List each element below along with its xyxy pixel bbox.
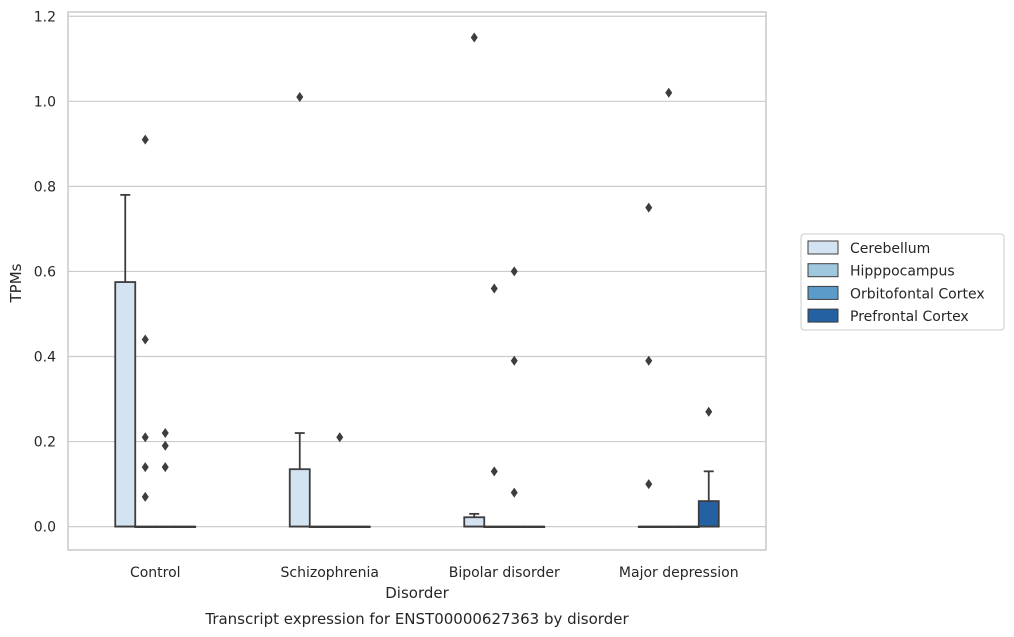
outlier-point bbox=[141, 462, 149, 473]
outlier-point bbox=[665, 87, 673, 98]
x-axis-ticks: Control Schizophrenia Bipolar disorder Majo… bbox=[130, 565, 739, 581]
legend-swatch bbox=[807, 285, 839, 300]
outlier-point bbox=[490, 466, 498, 477]
chart-title: Transcript expression for ENST0000062736… bbox=[204, 610, 629, 628]
legend-label: Hipppocampus bbox=[850, 264, 955, 280]
outlier-point bbox=[161, 440, 169, 451]
grid-lines bbox=[68, 15, 766, 528]
outlier-point bbox=[336, 432, 344, 443]
x-axis-label: Disorder bbox=[385, 584, 449, 602]
outlier-point bbox=[470, 32, 478, 43]
outlier-point bbox=[296, 92, 304, 103]
outlier-point bbox=[645, 355, 653, 366]
outlier-point bbox=[510, 487, 518, 498]
outlier-point bbox=[161, 428, 169, 439]
box bbox=[463, 516, 486, 528]
outlier-point bbox=[141, 491, 149, 502]
outlier-point bbox=[645, 479, 653, 490]
x-tick-label: Schizophrenia bbox=[281, 565, 379, 581]
plot-area bbox=[67, 11, 767, 551]
y-tick-label: 0.6 bbox=[34, 264, 56, 280]
box bbox=[697, 500, 720, 528]
legend-label: Orbitofontal Cortex bbox=[850, 286, 985, 302]
y-axis-ticks: 0.0 0.2 0.4 0.6 0.8 1.0 1.2 bbox=[34, 9, 56, 535]
y-tick-label: 0.0 bbox=[34, 520, 56, 536]
legend: Cerebellum Hipppocampus Orbitofontal Corte… bbox=[800, 233, 1005, 331]
y-tick-label: 0.2 bbox=[34, 435, 56, 451]
y-tick-label: 1.0 bbox=[34, 94, 56, 110]
outlier-point bbox=[705, 406, 713, 417]
outlier-point bbox=[161, 462, 169, 473]
x-tick-label: Major depression bbox=[619, 565, 739, 581]
outlier-point bbox=[141, 432, 149, 443]
legend-swatch bbox=[807, 240, 839, 255]
legend-swatch bbox=[807, 263, 839, 278]
outlier-point bbox=[645, 202, 653, 213]
y-axis-label: TPMs bbox=[7, 263, 25, 303]
outlier-point bbox=[141, 334, 149, 345]
outlier-point bbox=[490, 283, 498, 294]
outlier-point bbox=[510, 355, 518, 366]
legend-frame bbox=[800, 233, 1005, 331]
y-tick-label: 0.8 bbox=[34, 179, 56, 195]
legend-label: Prefrontal Cortex bbox=[850, 309, 969, 325]
box bbox=[288, 468, 311, 528]
x-tick-label: Control bbox=[130, 565, 181, 581]
y-tick-label: 0.4 bbox=[34, 349, 56, 365]
legend-swatch bbox=[807, 308, 839, 323]
y-tick-label: 1.2 bbox=[34, 9, 56, 25]
box bbox=[114, 281, 137, 528]
outlier-point bbox=[141, 134, 149, 145]
box-plots bbox=[114, 193, 720, 529]
outlier-point bbox=[510, 266, 518, 277]
x-tick-label: Bipolar disorder bbox=[449, 565, 560, 581]
outlier-points bbox=[141, 32, 713, 502]
legend-label: Cerebellum bbox=[850, 241, 930, 257]
